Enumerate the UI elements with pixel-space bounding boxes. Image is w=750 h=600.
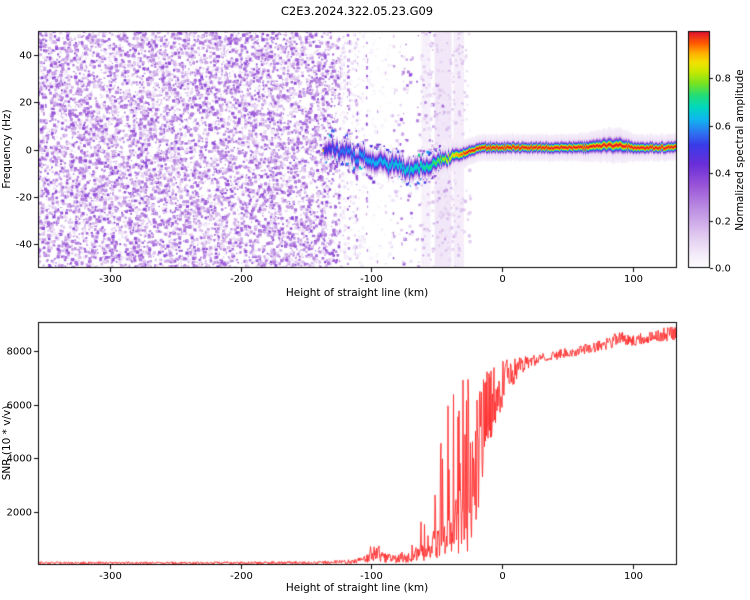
colorbar-tick-label: 0.4 [715, 168, 731, 179]
snr-x-tick-label: 100 [623, 571, 644, 582]
snr-x-axis-label: Height of straight line (km) [285, 582, 429, 594]
spectrogram-x-tick-label: -200 [230, 274, 253, 285]
snr-x-tick-label: 0 [499, 571, 506, 582]
snr-x-tick-label: -200 [230, 571, 253, 582]
spectrogram-y-tick-label: -40 [15, 239, 32, 250]
spectrogram-y-axis-label: Frequency (Hz) [1, 109, 13, 189]
colorbar-tick-label: 0.0 [715, 263, 731, 274]
snr-y-tick-label: 6000 [6, 400, 32, 411]
snr-x-tick-label: -300 [99, 571, 122, 582]
spectrogram-y-tick-label: -20 [15, 192, 32, 203]
spectrogram-y-tick-label: 20 [19, 97, 32, 108]
colorbar-tick-label: 0.8 [715, 73, 731, 84]
colorbar-tick-label: 0.2 [715, 216, 731, 227]
spectrogram-x-axis-label: Height of straight line (km) [285, 287, 429, 299]
spectrogram-x-tick-label: 0 [499, 274, 506, 285]
snr-x-tick-label: -100 [360, 571, 383, 582]
spectrogram-y-tick-label: 0 [25, 145, 32, 156]
snr-y-axis-label: SNR (10 * v/v) [1, 405, 13, 481]
figure-title: C2E3.2024.322.05.23.G09 [280, 4, 434, 18]
spectrogram-x-tick-label: -100 [360, 274, 383, 285]
colorbar-tick-label: 0.6 [715, 121, 731, 132]
snr-y-tick-label: 2000 [6, 507, 32, 518]
spectrogram-x-tick-label: -300 [99, 274, 122, 285]
spectrogram-y-tick-label: 40 [19, 50, 32, 61]
colorbar-label: Normalized spectral amplitude [734, 69, 746, 231]
spectrogram-x-tick-label: 100 [623, 274, 644, 285]
snr-y-tick-label: 8000 [6, 346, 32, 357]
snr-y-tick-label: 4000 [6, 453, 32, 464]
